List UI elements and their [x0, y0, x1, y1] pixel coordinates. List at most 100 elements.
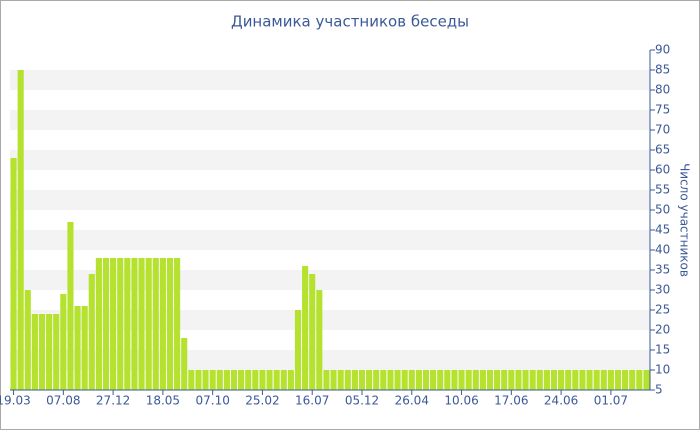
bar [373, 370, 380, 390]
bar [614, 370, 622, 390]
bar [88, 274, 95, 390]
bar [358, 370, 366, 390]
bar [387, 370, 394, 390]
bar [145, 258, 152, 390]
bar [565, 370, 572, 390]
x-tick-label: 26.04 [395, 394, 429, 408]
y-tick-label: 50 [655, 203, 670, 217]
x-tick-label: 19.03 [0, 394, 31, 408]
bar [209, 370, 216, 390]
y-tick-label: 10 [655, 363, 670, 377]
bar [188, 370, 195, 390]
bar [81, 306, 88, 390]
bar [95, 258, 102, 390]
bar [494, 370, 501, 390]
bar [102, 258, 110, 390]
y-tick-label: 45 [655, 223, 670, 237]
x-tick-label: 10.06 [444, 394, 478, 408]
bar [223, 370, 230, 390]
x-tick-label: 01.07 [594, 394, 628, 408]
bar [501, 370, 508, 390]
bar [600, 370, 607, 390]
y-tick-label: 40 [655, 243, 670, 257]
bar [202, 370, 209, 390]
bar [252, 370, 259, 390]
bar [607, 370, 614, 390]
bar [302, 266, 309, 390]
x-tick-label: 05.12 [345, 394, 379, 408]
bar [24, 290, 31, 390]
y-tick-label: 60 [655, 163, 670, 177]
y-tick-label: 35 [655, 263, 670, 277]
bar [337, 370, 344, 390]
bar [593, 370, 600, 390]
bar [166, 258, 174, 390]
bar [60, 294, 67, 390]
bar [330, 370, 337, 390]
bar [366, 370, 373, 390]
x-tick-label: 27.12 [96, 394, 130, 408]
bar [629, 370, 636, 390]
bar [67, 222, 74, 390]
bar [46, 314, 53, 390]
x-tick-label: 17.06 [494, 394, 528, 408]
bar [266, 370, 273, 390]
bar [344, 370, 351, 390]
bar [245, 370, 252, 390]
bar [586, 370, 593, 390]
bar [636, 370, 643, 390]
grid-band [10, 110, 650, 130]
bar [273, 370, 280, 390]
y-tick-label: 15 [655, 343, 670, 357]
bar [159, 258, 166, 390]
bar [351, 370, 358, 390]
bar [152, 258, 159, 390]
x-tick-label: 16.07 [295, 394, 329, 408]
bar [543, 370, 550, 390]
bar [195, 370, 202, 390]
y-tick-label: 55 [655, 183, 670, 197]
bar [479, 370, 486, 390]
bar [117, 258, 124, 390]
bar [138, 258, 145, 390]
y-tick-label: 80 [655, 83, 670, 97]
bar [579, 370, 586, 390]
bar [508, 370, 515, 390]
bar [53, 314, 60, 390]
bar [415, 370, 422, 390]
bar [572, 370, 579, 390]
bar [643, 370, 650, 390]
x-tick-label: 18.05 [146, 394, 180, 408]
bar [408, 370, 415, 390]
bar [472, 370, 479, 390]
bar [558, 370, 565, 390]
bar [444, 370, 451, 390]
bar [394, 370, 401, 390]
bar [515, 370, 522, 390]
bar [124, 258, 131, 390]
bar [430, 370, 437, 390]
bar [280, 370, 287, 390]
bar [230, 370, 238, 390]
bar [458, 370, 465, 390]
y-tick-label: 65 [655, 143, 670, 157]
y-axis-label: Число участников [678, 163, 692, 277]
bar [309, 274, 316, 390]
bar [550, 370, 558, 390]
bar [238, 370, 245, 390]
bar [131, 258, 138, 390]
bar [216, 370, 223, 390]
bar [323, 370, 330, 390]
bar [287, 370, 294, 390]
y-tick-label: 20 [655, 323, 670, 337]
bar [316, 290, 323, 390]
bar [422, 370, 430, 390]
bar [110, 258, 117, 390]
bar [181, 338, 188, 390]
x-tick-label: 07.10 [195, 394, 229, 408]
x-tick-label: 24.06 [544, 394, 578, 408]
bar [522, 370, 529, 390]
grid-band [10, 230, 650, 250]
bar [529, 370, 536, 390]
